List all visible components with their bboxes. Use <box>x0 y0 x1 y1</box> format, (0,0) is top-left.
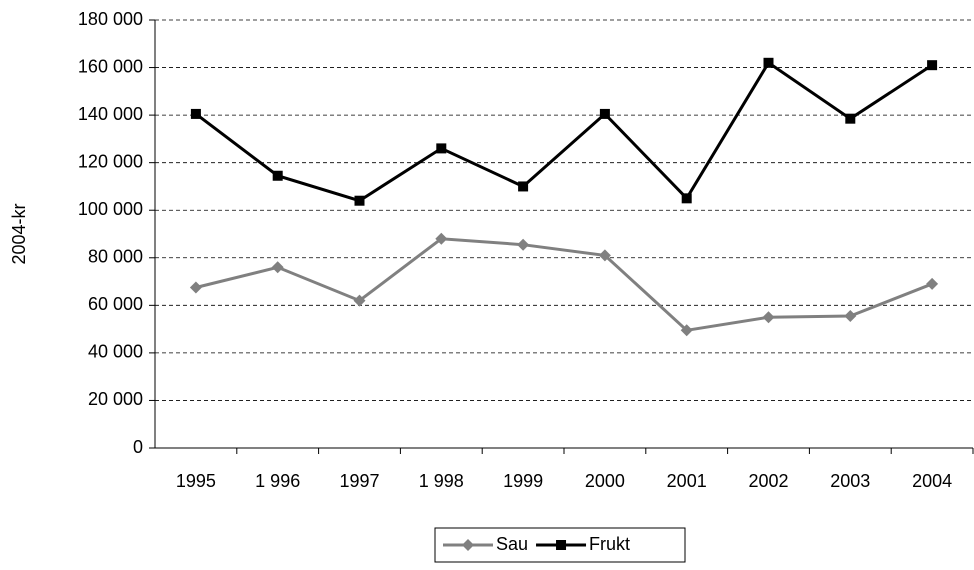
x-tick-label: 2004 <box>912 471 952 491</box>
marker <box>435 232 448 245</box>
marker <box>680 324 693 337</box>
y-axis-label: 2004-kr <box>9 203 29 264</box>
x-tick-label: 1999 <box>503 471 543 491</box>
marker <box>926 277 939 290</box>
marker <box>927 60 938 71</box>
marker <box>354 195 365 206</box>
series-line <box>195 237 933 332</box>
y-tick-label: 100 000 <box>78 199 143 219</box>
marker <box>517 238 530 251</box>
marker <box>845 113 856 124</box>
y-tick-label: 120 000 <box>78 151 143 171</box>
legend-label: Sau <box>496 534 528 554</box>
marker <box>190 108 201 119</box>
x-tick-label: 1 998 <box>419 471 464 491</box>
marker <box>518 181 529 192</box>
marker <box>762 311 775 324</box>
marker <box>844 310 857 323</box>
x-tick-label: 1997 <box>339 471 379 491</box>
y-tick-label: 160 000 <box>78 56 143 76</box>
y-tick-label: 180 000 <box>78 9 143 29</box>
marker <box>681 193 692 204</box>
x-tick-label: 2000 <box>585 471 625 491</box>
marker <box>763 57 774 68</box>
y-tick-label: 140 000 <box>78 104 143 124</box>
marker <box>599 108 610 119</box>
marker <box>462 539 474 551</box>
marker <box>189 281 202 294</box>
x-tick-label: 1995 <box>176 471 216 491</box>
y-tick-label: 20 000 <box>88 389 143 409</box>
y-tick-label: 60 000 <box>88 294 143 314</box>
x-tick-label: 2003 <box>830 471 870 491</box>
marker <box>598 249 611 262</box>
marker <box>271 261 284 274</box>
x-tick-label: 2001 <box>667 471 707 491</box>
series-line <box>194 60 933 203</box>
x-tick-label: 2002 <box>748 471 788 491</box>
legend-box <box>434 527 686 563</box>
y-tick-label: 80 000 <box>88 247 143 267</box>
marker <box>436 143 447 154</box>
x-tick-label: 1 996 <box>255 471 300 491</box>
y-tick-label: 0 <box>133 437 143 457</box>
marker <box>272 170 283 181</box>
y-tick-label: 40 000 <box>88 342 143 362</box>
legend-label: Frukt <box>589 534 630 554</box>
marker <box>556 540 567 550</box>
marker <box>353 294 366 307</box>
